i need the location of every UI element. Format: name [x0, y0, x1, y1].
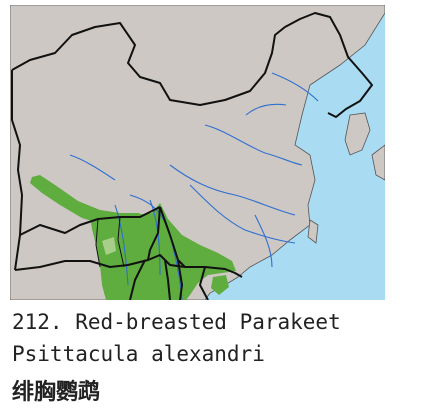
peninsula — [344, 112, 371, 156]
inner-borders — [95, 216, 125, 268]
japan — [371, 144, 385, 181]
species-number-and-name: 212. Red-breasted Parakeet — [12, 310, 341, 334]
latin-name: Psittacula alexandri — [12, 342, 265, 366]
range-himalaya — [30, 175, 150, 227]
borders — [11, 12, 373, 300]
taiwan — [307, 219, 319, 244]
map-svg — [10, 5, 385, 300]
chinese-name: 绯胸鹦鹉 — [12, 380, 101, 405]
distribution-map — [10, 5, 385, 300]
range-main — [90, 203, 236, 300]
range-light — [102, 237, 116, 255]
hainan-range — [211, 275, 229, 295]
